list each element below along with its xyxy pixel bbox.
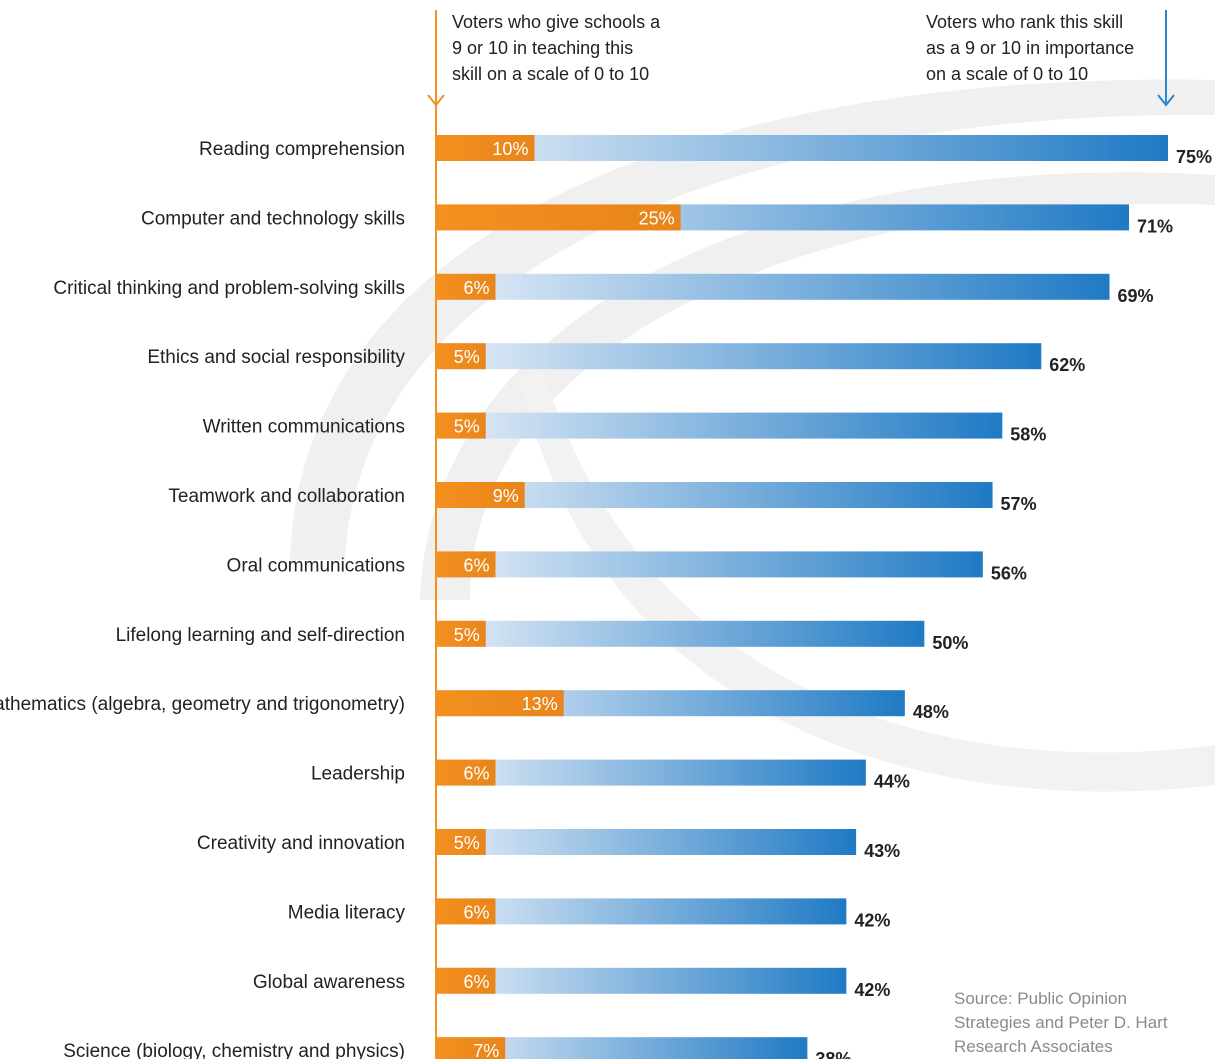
bar-row: Science (biology, chemistry and physics)… [63, 1037, 851, 1059]
importance-bar [437, 482, 993, 508]
source-line-3: Research Associates [954, 1037, 1113, 1056]
importance-label: 50% [932, 633, 968, 653]
importance-label: 69% [1118, 286, 1154, 306]
category-label: Reading comprehension [199, 139, 405, 160]
school-rating-bar [437, 898, 496, 925]
bar-row: Global awareness 6% 42% [253, 967, 890, 1000]
importance-bar [437, 135, 1168, 161]
school-rating-label: 5% [454, 417, 480, 437]
importance-bar [437, 829, 857, 855]
category-label: Critical thinking and problem-solving sk… [53, 278, 405, 299]
school-rating-bar [437, 343, 486, 370]
category-label: Leadership [311, 764, 405, 785]
importance-label: 43% [864, 841, 900, 861]
importance-label: 62% [1049, 355, 1085, 375]
bar-row: Leadership 6% 44% [311, 759, 910, 792]
bars-layer: Reading comprehension 10% 75% Computer and … [0, 135, 1212, 1059]
importance-bar [437, 273, 1110, 300]
school-rating-label: 5% [454, 833, 480, 853]
importance-label: 71% [1137, 216, 1173, 236]
school-rating-bar [437, 759, 496, 786]
school-rating-bar [437, 551, 496, 578]
school-rating-bar [437, 204, 681, 231]
school-rating-label: 5% [454, 347, 480, 367]
school-rating-label: 6% [463, 972, 489, 992]
importance-bar [437, 1037, 808, 1059]
source-note: Source: Public Opinion Strategies and Pe… [954, 989, 1168, 1056]
bar-row: Creativity and innovation 5% 43% [197, 829, 900, 861]
category-label: Mathematics (algebra, geometry and trigo… [0, 694, 405, 715]
category-label: Computer and technology skills [141, 208, 405, 229]
orange-arrow-icon [427, 10, 445, 107]
importance-label: 42% [854, 910, 890, 930]
importance-label: 57% [1001, 494, 1037, 514]
importance-bar [437, 620, 925, 647]
bar-row: Reading comprehension 10% 75% [199, 135, 1212, 167]
school-rating-bar [437, 135, 535, 161]
school-rating-label: 6% [463, 764, 489, 784]
importance-label: 42% [854, 980, 890, 1000]
legend-right-line-1: Voters who rank this skill [926, 12, 1123, 32]
school-rating-bar [437, 412, 486, 439]
school-rating-label: 9% [493, 486, 519, 506]
bar-row: Oral communications 6% 56% [227, 551, 1027, 583]
importance-bar [437, 967, 847, 994]
bar-row: Mathematics (algebra, geometry and trigo… [0, 690, 949, 722]
source-line-1: Source: Public Opinion [954, 989, 1127, 1008]
bar-row: Ethics and social responsibility 5% 62% [147, 343, 1085, 375]
bar-row: Computer and technology skills 25% 71% [141, 204, 1173, 236]
importance-bar [437, 898, 847, 925]
school-rating-label: 13% [522, 694, 558, 714]
school-rating-label: 10% [492, 139, 528, 159]
school-rating-bar [437, 273, 496, 300]
importance-bar [437, 759, 866, 786]
category-label: Teamwork and collaboration [168, 486, 405, 507]
school-rating-label: 6% [463, 902, 489, 922]
category-label: Written communications [203, 417, 405, 438]
importance-label: 75% [1176, 147, 1212, 167]
school-rating-bar [437, 1037, 506, 1059]
bar-row: Critical thinking and problem-solving sk… [53, 273, 1154, 306]
importance-bar [437, 412, 1003, 439]
category-label: Lifelong learning and self-direction [116, 625, 405, 646]
school-rating-label: 5% [454, 625, 480, 645]
legend-left-line-1: Voters who give schools a [452, 12, 661, 32]
category-label: Science (biology, chemistry and physics) [63, 1041, 405, 1059]
school-rating-bar [437, 829, 486, 855]
legend-right-line-2: as a 9 or 10 in importance [926, 38, 1134, 58]
bar-row: Media literacy 6% 42% [288, 898, 890, 930]
school-rating-label: 6% [463, 278, 489, 298]
importance-bar [437, 551, 983, 578]
blue-arrow-icon [1157, 10, 1175, 107]
importance-label: 44% [874, 772, 910, 792]
importance-label: 48% [913, 702, 949, 722]
importance-label: 56% [991, 563, 1027, 583]
bar-row: Written communications 5% 58% [203, 412, 1046, 445]
school-rating-bar [437, 690, 564, 717]
bar-row: Teamwork and collaboration 9% 57% [168, 482, 1037, 514]
category-label: Media literacy [288, 902, 406, 923]
category-label: Ethics and social responsibility [147, 347, 405, 368]
school-rating-label: 25% [639, 208, 675, 228]
importance-label: 58% [1010, 425, 1046, 445]
legend-right-line-3: on a scale of 0 to 10 [926, 64, 1088, 84]
category-label: Oral communications [227, 555, 405, 576]
school-rating-label: 6% [463, 555, 489, 575]
school-rating-bar [437, 482, 525, 508]
category-label: Creativity and innovation [197, 833, 405, 854]
category-label: Global awareness [253, 972, 405, 993]
school-rating-bar [437, 967, 496, 994]
source-line-2: Strategies and Peter D. Hart [954, 1013, 1168, 1032]
legend-left-line-2: 9 or 10 in teaching this [452, 38, 633, 58]
school-rating-bar [437, 620, 486, 647]
legend-right: Voters who rank this skill as a 9 or 10 … [926, 12, 1134, 84]
importance-label: 38% [815, 1049, 851, 1059]
importance-bar [437, 343, 1042, 370]
legend-left-line-3: skill on a scale of 0 to 10 [452, 64, 649, 84]
legend-left: Voters who give schools a 9 or 10 in tea… [452, 12, 661, 84]
school-rating-label: 7% [473, 1041, 499, 1059]
bar-row: Lifelong learning and self-direction 5% 50… [116, 620, 968, 653]
